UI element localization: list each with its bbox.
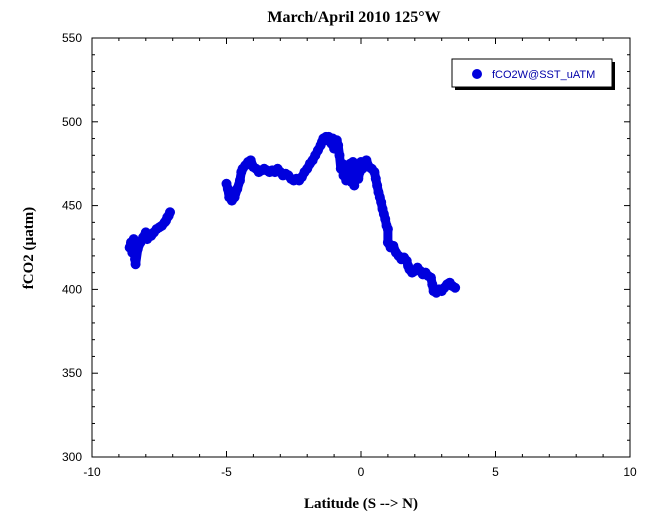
y-tick-label: 450 — [62, 199, 82, 213]
data-points — [124, 131, 461, 298]
x-tick-label: -10 — [83, 465, 101, 479]
x-tick-label: 5 — [492, 465, 499, 479]
y-tick-label: 400 — [62, 282, 82, 296]
y-tick-label: 300 — [62, 450, 82, 464]
data-point — [229, 192, 240, 203]
y-tick-label: 550 — [62, 31, 82, 45]
legend-label: fCO2W@SST_uATM — [492, 69, 595, 81]
data-point — [165, 207, 176, 218]
x-tick-label: -5 — [221, 465, 232, 479]
x-tick-label: 10 — [623, 465, 637, 479]
legend-marker — [472, 69, 482, 79]
data-point — [130, 259, 141, 270]
plot-area — [91, 37, 631, 458]
data-point — [382, 224, 393, 235]
data-point — [333, 140, 344, 151]
data-point — [334, 150, 345, 161]
x-axis: -10 -5 0 5 10 — [83, 38, 637, 479]
y-tick-label: 500 — [62, 115, 82, 129]
x-tick-label: 0 — [358, 465, 365, 479]
data-point — [450, 282, 461, 293]
plot-border — [91, 37, 631, 458]
data-point — [232, 183, 243, 194]
legend: fCO2W@SST_uATM — [451, 58, 615, 90]
data-point — [234, 175, 245, 186]
chart-title: March/April 2010 125°W — [267, 9, 440, 26]
x-axis-label: Latitude (S --> N) — [304, 496, 418, 512]
y-axis: 300 350 400 450 500 550 — [62, 31, 630, 464]
y-tick-label: 350 — [62, 366, 82, 380]
y-axis-label: fCO2 (µatm) — [21, 207, 37, 289]
